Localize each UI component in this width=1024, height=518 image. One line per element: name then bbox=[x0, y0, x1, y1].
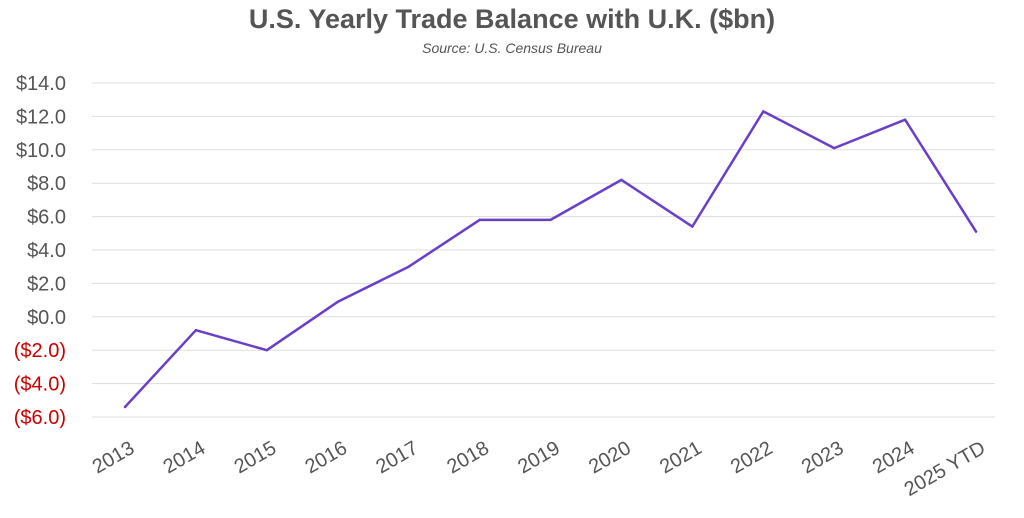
x-tick-label: 2018 bbox=[443, 437, 493, 478]
data-point bbox=[762, 110, 765, 113]
data-point bbox=[832, 146, 836, 150]
y-tick-label: $14.0 bbox=[16, 73, 66, 95]
series-layer bbox=[123, 110, 978, 409]
y-tick-label: ($6.0) bbox=[14, 407, 66, 429]
y-tick-label: $4.0 bbox=[27, 240, 66, 262]
data-point bbox=[194, 328, 198, 332]
x-tick-label: 2023 bbox=[798, 437, 848, 478]
data-point bbox=[123, 405, 127, 409]
series-line bbox=[123, 110, 978, 409]
y-tick-label: $12.0 bbox=[16, 106, 66, 128]
x-axis-ticks: 2013 2014 2015 2016 2017 2018 2019 2020 2021 2022… bbox=[89, 437, 990, 501]
data-point bbox=[691, 225, 694, 228]
y-tick-label: $6.0 bbox=[27, 207, 66, 229]
y-tick-label: $10.0 bbox=[16, 140, 66, 162]
x-tick-label: 2014 bbox=[160, 437, 210, 478]
y-tick-label: $0.0 bbox=[27, 307, 66, 329]
data-point bbox=[407, 265, 410, 268]
x-tick-label: 2019 bbox=[514, 437, 564, 478]
x-tick-label: 2022 bbox=[727, 437, 777, 478]
data-point bbox=[974, 230, 978, 233]
y-tick-label: ($4.0) bbox=[14, 374, 66, 396]
x-tick-label: 2025 YTD bbox=[901, 437, 990, 501]
gridlines bbox=[92, 82, 995, 418]
y-tick-label: $8.0 bbox=[27, 173, 66, 195]
x-tick-label: 2015 bbox=[231, 437, 281, 478]
x-tick-label: 2017 bbox=[372, 437, 422, 478]
x-tick-label: 2021 bbox=[656, 437, 706, 478]
y-tick-label: $2.0 bbox=[27, 273, 66, 295]
data-point bbox=[903, 118, 907, 121]
data-point bbox=[265, 349, 269, 352]
chart-subtitle: Source: U.S. Census Bureau bbox=[422, 40, 602, 56]
x-tick-label: 2020 bbox=[585, 437, 635, 478]
y-axis-ticks: $14.0 $12.0 $10.0 $8.0 $6.0 $4.0 $2.0 $0.0 ($2.0… bbox=[14, 73, 66, 429]
chart-title: U.S. Yearly Trade Balance with U.K. ($bn… bbox=[248, 4, 776, 34]
x-tick-label: 2013 bbox=[89, 437, 139, 478]
y-tick-label: ($2.0) bbox=[14, 340, 66, 362]
x-tick-label: 2016 bbox=[302, 437, 352, 478]
data-point bbox=[620, 178, 623, 182]
x-tick-label: 2024 bbox=[869, 437, 919, 478]
data-point bbox=[549, 218, 552, 222]
data-point bbox=[336, 300, 339, 303]
data-point bbox=[478, 218, 481, 222]
